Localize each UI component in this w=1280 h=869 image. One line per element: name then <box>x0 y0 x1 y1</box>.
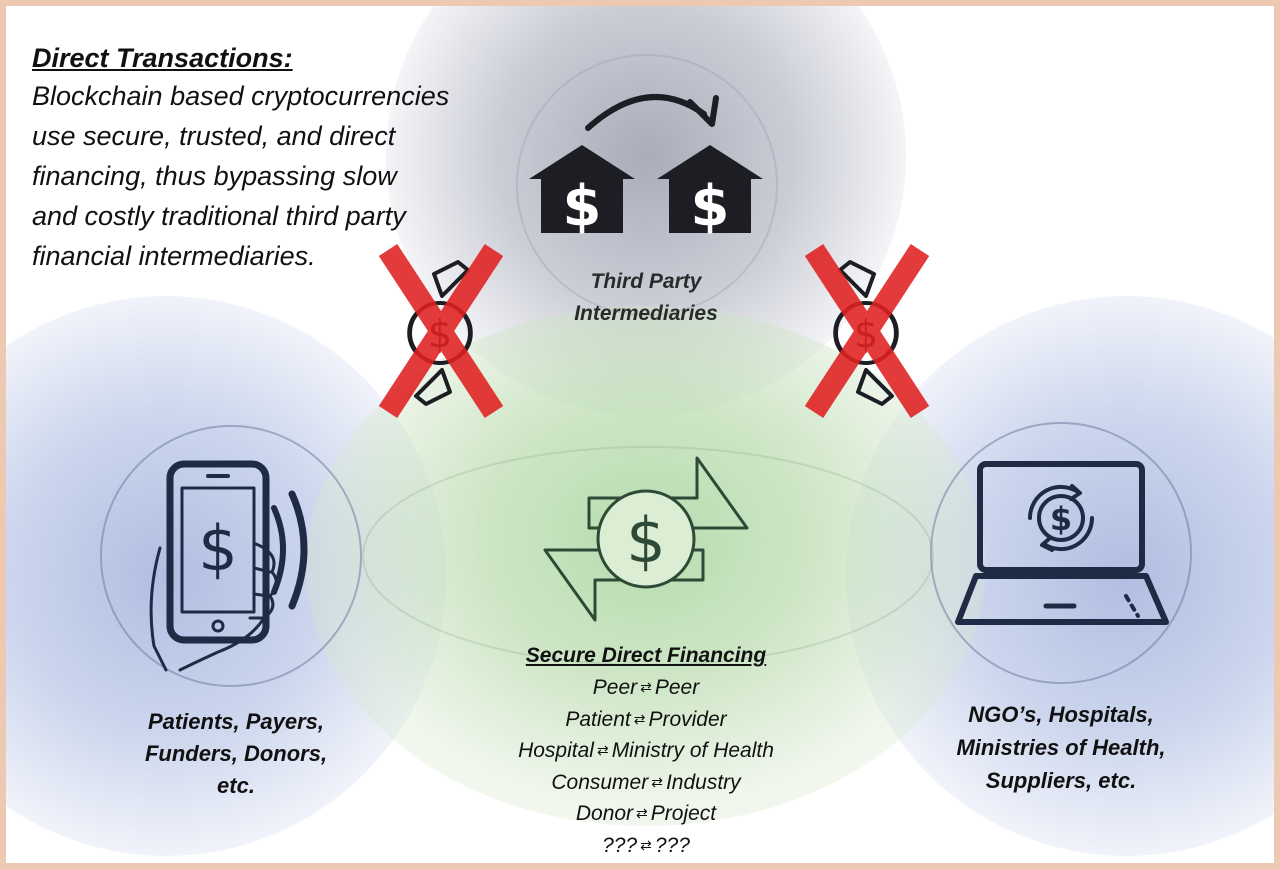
pair-left: Donor <box>575 802 634 826</box>
left-node-label: Patients, Payers, Funders, Donors, etc. <box>106 706 366 802</box>
right-node-line: Ministries of Health, <box>956 735 1166 760</box>
laptop-dollar-icon: $ <box>955 461 1169 625</box>
left-ring <box>100 425 362 687</box>
svg-text:$: $ <box>198 512 237 585</box>
pair-right: Ministry of Health <box>611 739 774 763</box>
pair-left: Peer <box>592 676 638 699</box>
blocked-exchange-icon: $ <box>378 243 504 419</box>
center-list: Secure Direct Financing Peer ⇄ Peer Patien… <box>446 640 846 862</box>
intro-line: financing, thus bypassing slow <box>32 161 397 191</box>
pair-left: Consumer <box>551 770 649 794</box>
intro-body: Blockchain based cryptocurrencies use se… <box>32 76 512 276</box>
exchange-arrow-icon: ⇄ <box>651 773 663 790</box>
intro-line: Blockchain based cryptocurrencies <box>32 81 450 111</box>
pair-left: ??? <box>602 833 638 857</box>
right-node-line: Suppliers, etc. <box>985 768 1137 793</box>
intro-line: and costly traditional third party <box>32 201 406 231</box>
left-node-line: Funders, Donors, <box>144 741 328 766</box>
pair-row: Peer ⇄ Peer <box>446 672 846 704</box>
svg-text:$: $ <box>1050 500 1072 538</box>
exchange-arrow-icon: ⇄ <box>636 805 648 822</box>
pair-row: Patient ⇄ Provider <box>446 704 846 736</box>
smartphone-payment-icon: $ <box>149 460 308 672</box>
pair-row: Donor ⇄ Project <box>446 798 846 830</box>
bank-dollar-icon: $ <box>657 145 763 239</box>
pair-right: Peer <box>654 676 700 699</box>
blocked-exchange-icon: $ <box>804 243 930 419</box>
svg-text:$: $ <box>691 174 730 239</box>
right-node-label: NGO’s, Hospitals, Ministries of Health, … <box>911 698 1211 797</box>
intermediary-ring <box>516 54 778 316</box>
svg-text:$: $ <box>563 174 602 239</box>
intro-block: Direct Transactions: Blockchain based cr… <box>32 40 512 276</box>
pair-row: Hospital ⇄ Ministry of Health <box>446 735 846 767</box>
exchange-arrow-icon: ⇄ <box>633 710 646 727</box>
pair-right: ??? <box>654 833 690 857</box>
pair-right: Project <box>650 802 717 826</box>
third-party-line: Intermediaries <box>574 302 718 325</box>
exchange-arrow-icon: ⇄ <box>596 742 609 759</box>
pair-row: ??? ⇄??? <box>446 830 846 862</box>
intro-title: Direct Transactions: <box>32 43 293 73</box>
left-node-line: etc. <box>217 773 255 798</box>
pair-left: Hospital <box>518 739 594 763</box>
pair-right: Provider <box>648 707 727 731</box>
right-node-line: NGO’s, Hospitals, <box>968 702 1154 727</box>
svg-text:$: $ <box>626 504 665 577</box>
third-party-line: Third Party <box>590 270 702 293</box>
bank-dollar-icon: $ <box>529 145 635 239</box>
curved-arrow-icon <box>585 93 719 131</box>
center-title: Secure Direct Financing <box>525 644 767 667</box>
pair-left: Patient <box>565 707 631 731</box>
left-node-line: Patients, Payers, <box>147 709 325 734</box>
intro-line: use secure, trusted, and direct <box>32 121 396 151</box>
intro-line: financial intermediaries. <box>32 241 316 271</box>
third-party-label: Third Party Intermediaries <box>526 266 766 330</box>
dollar-exchange-icon: $ <box>543 456 749 622</box>
right-ring <box>930 422 1192 684</box>
pair-right: Industry <box>665 770 741 794</box>
pair-row: Consumer ⇄ Industry <box>446 767 846 799</box>
exchange-arrow-icon: ⇄ <box>640 679 652 695</box>
exchange-arrow-icon: ⇄ <box>640 836 652 853</box>
